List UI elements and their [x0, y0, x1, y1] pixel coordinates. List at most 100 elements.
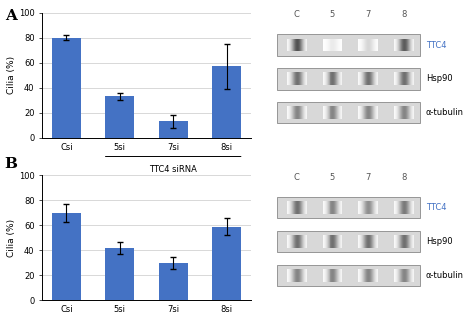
- Bar: [400, 106, 401, 119]
- Bar: [376, 269, 377, 282]
- Bar: [394, 73, 395, 85]
- Bar: [332, 39, 333, 51]
- Bar: [303, 202, 304, 214]
- Bar: [296, 39, 297, 51]
- Bar: [403, 106, 404, 119]
- Bar: [360, 235, 361, 248]
- Bar: [377, 106, 378, 119]
- Bar: [294, 39, 295, 51]
- Bar: [328, 39, 330, 51]
- Bar: [361, 269, 362, 282]
- Bar: [338, 73, 339, 85]
- Bar: [404, 235, 405, 248]
- Bar: [364, 73, 365, 85]
- Bar: [288, 269, 289, 282]
- Bar: [291, 106, 292, 119]
- Bar: [377, 269, 378, 282]
- Bar: [290, 73, 291, 85]
- Bar: [324, 235, 325, 248]
- Bar: [292, 202, 293, 214]
- Bar: [298, 202, 299, 214]
- Bar: [340, 202, 341, 214]
- Text: α-tubulin: α-tubulin: [426, 271, 464, 280]
- Bar: [297, 106, 298, 119]
- Bar: [332, 269, 333, 282]
- Bar: [363, 106, 364, 119]
- Bar: [361, 106, 362, 119]
- Bar: [368, 73, 369, 85]
- Bar: [331, 106, 332, 119]
- Bar: [277, 68, 420, 90]
- Bar: [52, 213, 81, 300]
- Bar: [323, 39, 324, 51]
- Bar: [397, 269, 398, 282]
- Bar: [335, 106, 336, 119]
- Bar: [336, 73, 338, 85]
- Bar: [411, 73, 412, 85]
- Bar: [403, 202, 404, 214]
- Bar: [299, 106, 300, 119]
- Bar: [339, 106, 340, 119]
- Bar: [306, 269, 307, 282]
- Bar: [325, 39, 326, 51]
- Bar: [293, 202, 294, 214]
- Bar: [410, 39, 411, 51]
- Bar: [334, 269, 335, 282]
- Bar: [371, 202, 372, 214]
- Bar: [405, 39, 406, 51]
- Bar: [376, 202, 377, 214]
- Bar: [367, 202, 368, 214]
- Bar: [334, 202, 335, 214]
- Bar: [368, 202, 369, 214]
- Bar: [327, 269, 328, 282]
- Bar: [402, 73, 403, 85]
- Bar: [374, 202, 375, 214]
- Bar: [358, 202, 359, 214]
- Bar: [306, 73, 307, 85]
- Bar: [396, 39, 397, 51]
- Bar: [336, 235, 338, 248]
- Bar: [298, 269, 299, 282]
- Bar: [408, 39, 409, 51]
- Bar: [364, 235, 365, 248]
- Bar: [358, 73, 359, 85]
- Bar: [298, 235, 299, 248]
- Bar: [326, 106, 327, 119]
- Bar: [413, 269, 414, 282]
- Bar: [299, 235, 300, 248]
- Bar: [325, 269, 326, 282]
- Bar: [330, 73, 331, 85]
- Bar: [336, 202, 338, 214]
- Bar: [305, 202, 306, 214]
- Bar: [368, 269, 369, 282]
- Bar: [293, 73, 294, 85]
- Bar: [405, 269, 406, 282]
- Bar: [404, 202, 405, 214]
- Bar: [338, 39, 339, 51]
- Bar: [301, 73, 302, 85]
- Bar: [405, 202, 406, 214]
- Bar: [292, 269, 293, 282]
- Bar: [303, 106, 304, 119]
- Bar: [371, 106, 372, 119]
- Bar: [370, 106, 371, 119]
- Bar: [363, 235, 364, 248]
- Bar: [301, 106, 302, 119]
- Bar: [303, 235, 304, 248]
- Text: 7: 7: [365, 10, 371, 19]
- Bar: [409, 106, 410, 119]
- Bar: [323, 202, 324, 214]
- Bar: [413, 73, 414, 85]
- Bar: [412, 235, 413, 248]
- Bar: [304, 202, 305, 214]
- Bar: [292, 39, 293, 51]
- Bar: [331, 269, 332, 282]
- Bar: [298, 39, 299, 51]
- Bar: [395, 269, 396, 282]
- Y-axis label: Cilia (%): Cilia (%): [7, 56, 16, 94]
- Bar: [401, 269, 402, 282]
- Bar: [332, 235, 333, 248]
- Bar: [291, 73, 292, 85]
- Bar: [335, 235, 336, 248]
- Bar: [324, 269, 325, 282]
